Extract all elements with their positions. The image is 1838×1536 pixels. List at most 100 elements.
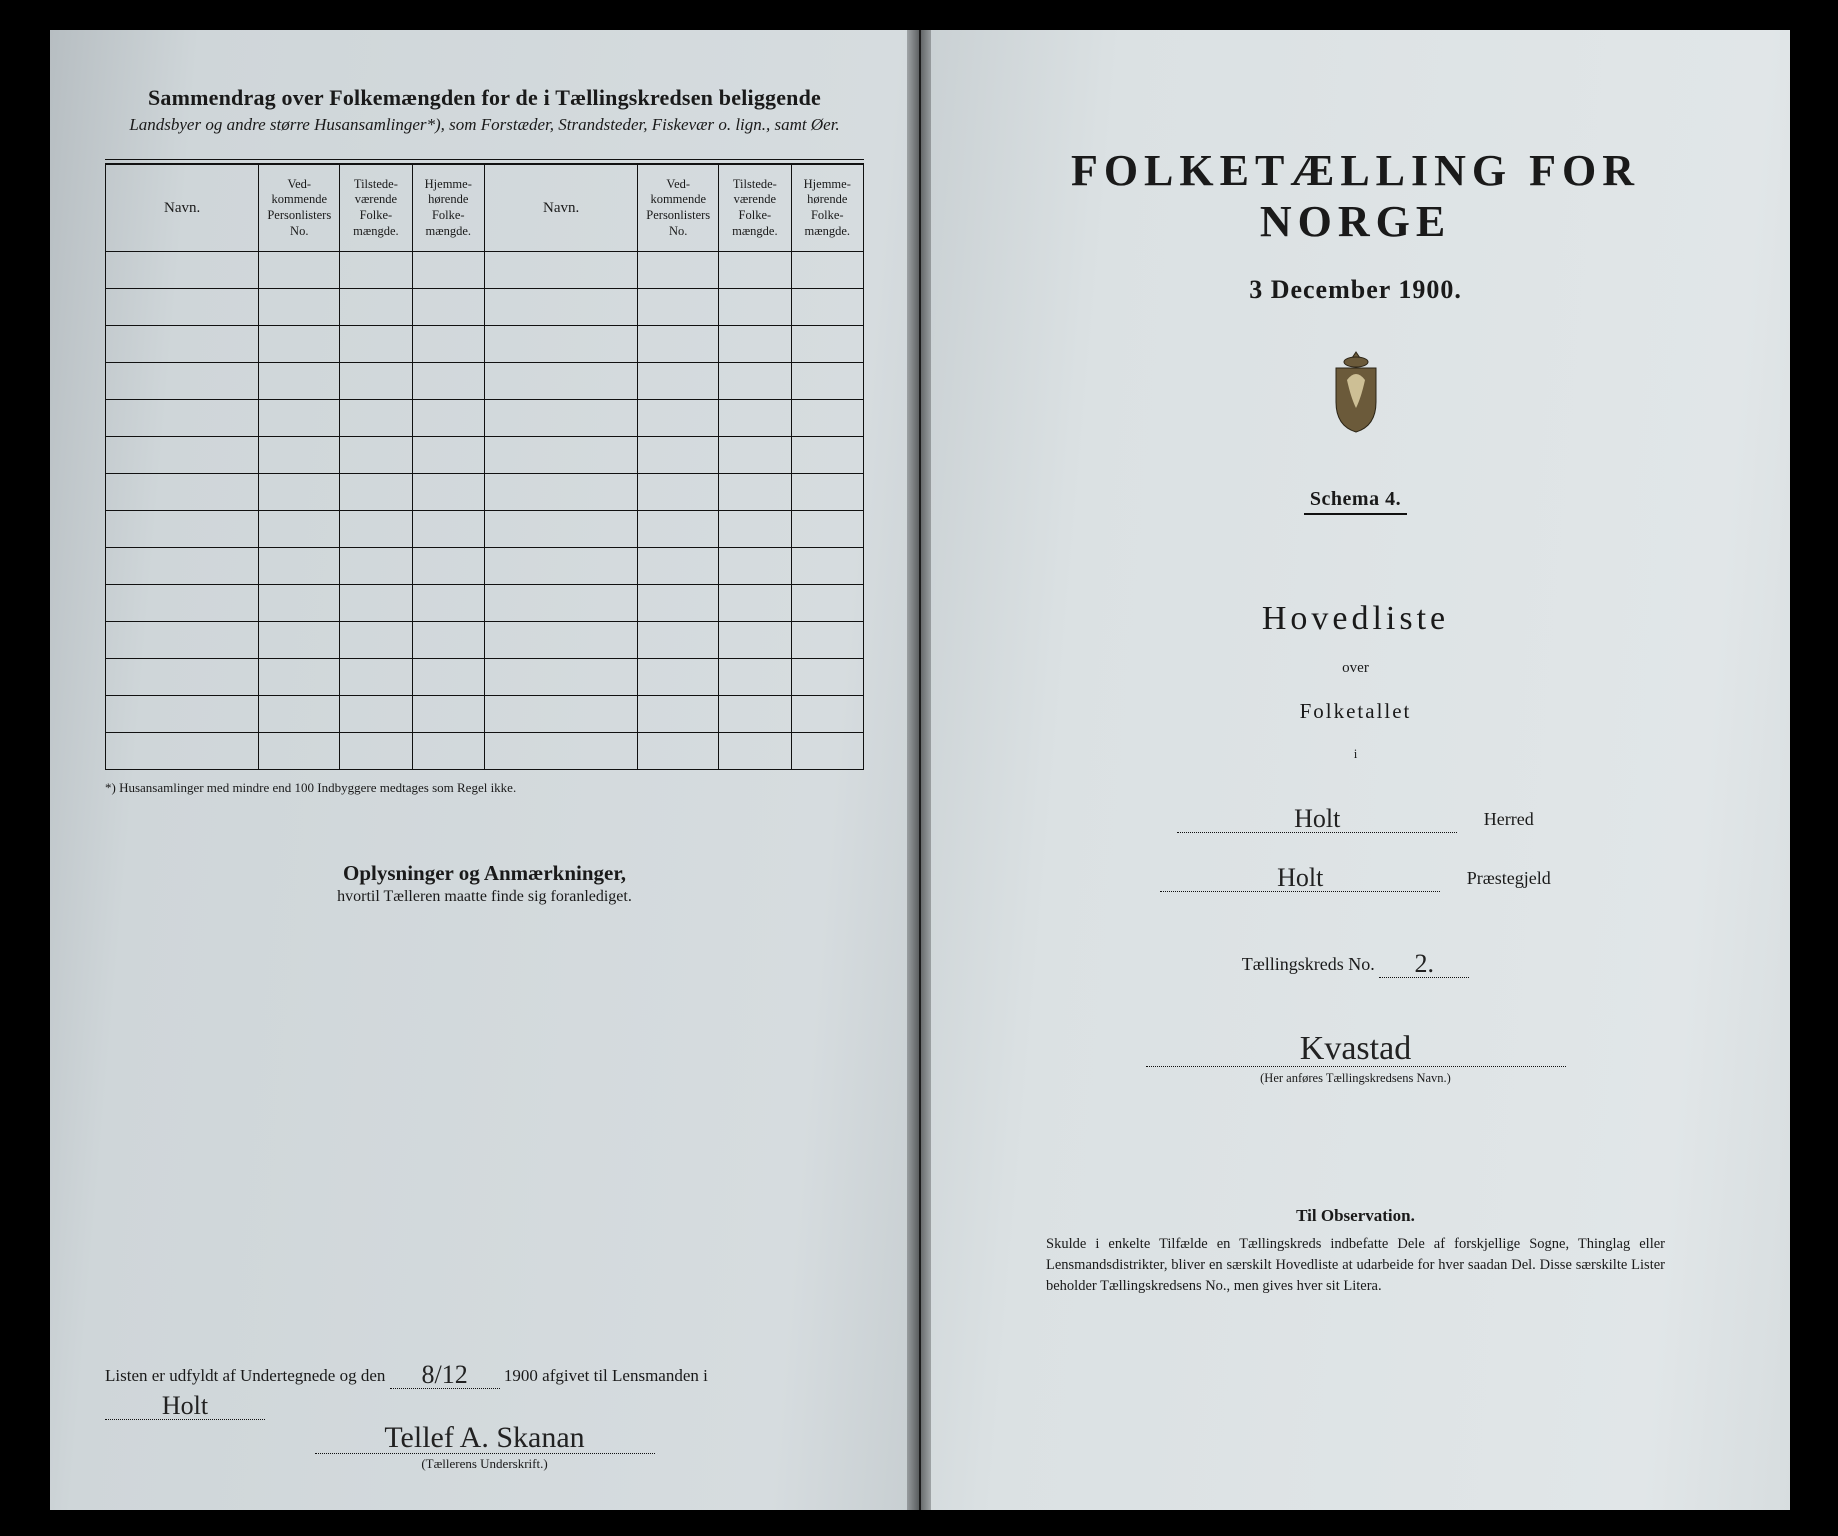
table-cell <box>340 733 412 770</box>
field-kreds-name-value: Kvastad <box>1146 1028 1566 1067</box>
table-cell <box>791 622 863 659</box>
field-kreds-no-value: 2. <box>1379 947 1469 978</box>
table-cell <box>638 696 719 733</box>
table-cell <box>106 548 259 585</box>
table-cell <box>340 696 412 733</box>
table-cell <box>719 696 791 733</box>
table-cell <box>412 622 484 659</box>
handwritten-signature: Tellef A. Skanan <box>384 1421 584 1454</box>
kreds-name-caption: (Her anføres Tællingskredsens Navn.) <box>976 1071 1735 1086</box>
col-tilst-2: Tilstede-værendeFolke-mængde. <box>719 165 791 252</box>
table-cell <box>484 289 637 326</box>
handwritten-place: Holt <box>162 1391 208 1420</box>
table-cell <box>719 585 791 622</box>
field-praest-value: Holt <box>1160 861 1440 892</box>
field-signature: Tellef A. Skanan <box>315 1419 655 1454</box>
table-cell <box>719 289 791 326</box>
table-cell <box>106 622 259 659</box>
table-cell <box>412 548 484 585</box>
remarks-title: Oplysninger og Anmærkninger, <box>105 861 864 886</box>
handwritten-kreds-no: 2. <box>1415 949 1435 978</box>
table-cell <box>719 511 791 548</box>
table-cell <box>259 733 340 770</box>
table-cell <box>412 659 484 696</box>
table-row <box>106 400 864 437</box>
table-cell <box>638 474 719 511</box>
table-cell <box>340 622 412 659</box>
table-cell <box>412 733 484 770</box>
table-cell <box>412 585 484 622</box>
table-row <box>106 548 864 585</box>
table-row <box>106 733 864 770</box>
main-heading: FOLKETÆLLING FOR NORGE <box>976 145 1735 247</box>
table-cell <box>719 622 791 659</box>
i-label: i <box>976 746 1735 762</box>
field-place: Holt <box>105 1389 265 1420</box>
table-row <box>106 696 864 733</box>
table-cell <box>719 733 791 770</box>
table-cell <box>484 622 637 659</box>
table-cell <box>412 289 484 326</box>
signature-line: Listen er udfyldt af Undertegnede og den… <box>105 1358 864 1420</box>
table-cell <box>259 696 340 733</box>
col-personl-1: Ved-kommendePersonlistersNo. <box>259 165 340 252</box>
document-spread: Sammendrag over Folkemængden for de i Tæ… <box>50 30 1790 1510</box>
table-cell <box>259 326 340 363</box>
table-cell <box>340 289 412 326</box>
table-cell <box>259 289 340 326</box>
table-cell <box>106 474 259 511</box>
coat-of-arms-icon <box>1322 350 1390 438</box>
page-right: FOLKETÆLLING FOR NORGE 3 December 1900. … <box>921 30 1790 1510</box>
table-cell <box>259 400 340 437</box>
table-cell <box>340 585 412 622</box>
field-herred: Holt Herred <box>976 802 1735 833</box>
table-cell <box>106 511 259 548</box>
page-left: Sammendrag over Folkemængden for de i Tæ… <box>50 30 921 1510</box>
table-cell <box>638 437 719 474</box>
table-cell <box>259 548 340 585</box>
table-cell <box>259 437 340 474</box>
table-cell <box>259 511 340 548</box>
table-cell <box>484 659 637 696</box>
table-cell <box>638 326 719 363</box>
table-cell <box>340 326 412 363</box>
table-cell <box>791 289 863 326</box>
handwritten-herred: Holt <box>1294 804 1340 833</box>
table-body <box>106 252 864 770</box>
table-cell <box>106 659 259 696</box>
table-cell <box>412 400 484 437</box>
over-label: over <box>976 660 1735 677</box>
table-row <box>106 363 864 400</box>
table-cell <box>106 400 259 437</box>
table-cell <box>259 622 340 659</box>
praest-label: Præstegjeld <box>1467 868 1551 888</box>
table-row <box>106 474 864 511</box>
rule <box>105 159 864 160</box>
table-cell <box>106 363 259 400</box>
table-cell <box>719 474 791 511</box>
hovedliste: Hovedliste <box>976 600 1735 638</box>
col-navn-1: Navn. <box>106 165 259 252</box>
table-cell <box>259 474 340 511</box>
table-cell <box>484 326 637 363</box>
table-row <box>106 511 864 548</box>
table-cell <box>106 696 259 733</box>
left-title: Sammendrag over Folkemængden for de i Tæ… <box>105 85 864 111</box>
field-kreds-name: Kvastad (Her anføres Tællingskredsens Na… <box>976 1028 1735 1086</box>
col-personl-2: Ved-kommendePersonlistersNo. <box>638 165 719 252</box>
table-cell <box>791 585 863 622</box>
table-cell <box>484 511 637 548</box>
table-cell <box>638 733 719 770</box>
table-cell <box>791 326 863 363</box>
table-row <box>106 585 864 622</box>
table-cell <box>638 622 719 659</box>
table-header-row: Navn. Ved-kommendePersonlistersNo. Tilst… <box>106 165 864 252</box>
table-cell <box>791 474 863 511</box>
table-row <box>106 659 864 696</box>
table-cell <box>484 252 637 289</box>
table-cell <box>106 733 259 770</box>
col-hjemme-1: Hjemme-hørendeFolke-mængde. <box>412 165 484 252</box>
table-row <box>106 437 864 474</box>
table-cell <box>484 733 637 770</box>
page-gutter <box>907 30 931 1510</box>
